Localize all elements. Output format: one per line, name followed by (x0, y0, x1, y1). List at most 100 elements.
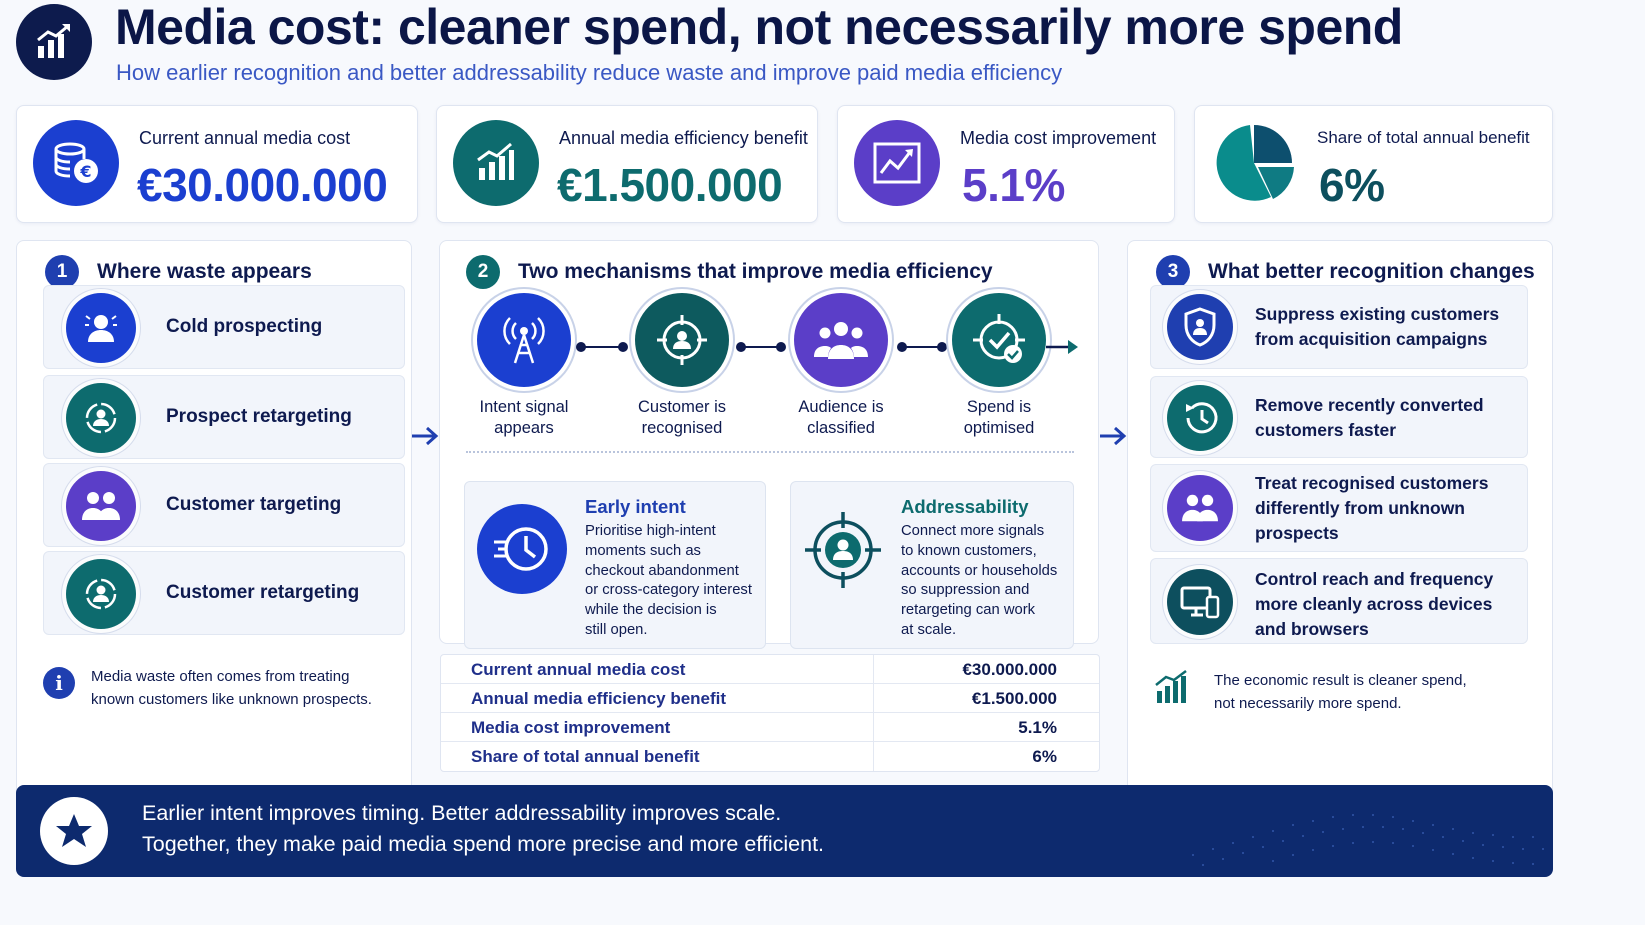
kpi-value: 6% (1319, 159, 1385, 211)
summary-table: Current annual media cost €30.000.000 Ann… (440, 654, 1100, 772)
mechanism-body: Connect more signals to known customers,… (901, 522, 1057, 641)
kpi-card: € Current annual media cost €30.000.000 (16, 105, 418, 223)
body-line: so suppression and (901, 582, 1030, 599)
list-item-label: Remove recently converted customers faste… (1255, 393, 1525, 443)
group-icon (794, 293, 888, 387)
svg-text:€: € (79, 162, 91, 181)
list-item-label: Control reach and frequency more cleanly … (1255, 567, 1525, 642)
panel-title-text: What better recognition changes (1208, 260, 1535, 283)
panel-title: 1 Where waste appears (45, 255, 312, 289)
footer-line: Earlier intent improves timing. Better a… (142, 801, 782, 825)
panel-where-waste: 1 Where waste appears Cold prospecting Pr… (16, 240, 412, 810)
mechanism-card-addressability: Addressability Connect more signals to k… (790, 481, 1074, 649)
list-item: Cold prospecting (43, 285, 405, 369)
flow-step: Intent signal appears (444, 293, 604, 439)
panel-recognition-changes: 3 What better recognition changes Suppres… (1127, 240, 1553, 810)
table-row: Media cost improvement 5.1% (441, 713, 1099, 742)
label-line: customers faster (1255, 420, 1397, 440)
label-line: Remove recently converted (1255, 395, 1484, 415)
devices-icon (1167, 569, 1233, 635)
footer-banner: Earlier intent improves timing. Better a… (16, 785, 1553, 877)
flow-step-label: Spend is optimised (919, 397, 1079, 439)
mechanism-title: Early intent (585, 496, 686, 517)
coins-euro-icon: € (33, 120, 119, 206)
body-line: at scale. (901, 621, 957, 638)
target-person-icon (801, 508, 885, 597)
list-item-label: Cold prospecting (166, 316, 323, 337)
body-line: while the decision is (585, 602, 717, 619)
person-alert-icon (66, 293, 136, 363)
flow-label-line: optimised (963, 419, 1035, 437)
list-item: Treat recognised customers differently fr… (1150, 464, 1528, 552)
note-line: known customers like unknown prospects. (91, 691, 372, 708)
list-item-label: Treat recognised customers differently fr… (1255, 471, 1525, 546)
list-item: Customer targeting (43, 463, 405, 547)
person-cycle-icon (66, 559, 136, 629)
list-item: Control reach and frequency more cleanly … (1150, 558, 1528, 644)
fast-clock-icon (477, 504, 567, 594)
body-line: Prioritise high-intent (585, 523, 716, 539)
bar-chart-icon (453, 120, 539, 206)
group-icon (1167, 475, 1233, 541)
list-item: Suppress existing customers from acquisit… (1150, 285, 1528, 369)
arrow-right-icon (1046, 335, 1080, 364)
panel-title: 3 What better recognition changes (1156, 255, 1535, 289)
panel-note: Media waste often comes from treating kn… (91, 665, 372, 711)
person-cycle-icon (66, 383, 136, 453)
kpi-value: €30.000.000 (137, 159, 388, 211)
kpi-card: Annual media efficiency benefit €1.500.0… (436, 105, 818, 223)
body-line: moments such as (585, 542, 701, 559)
table-value: €30.000.000 (962, 660, 1057, 679)
panel-mechanisms: 2 Two mechanisms that improve media effic… (439, 240, 1099, 649)
flow-label-line: Intent signal (479, 398, 569, 416)
table-key: Media cost improvement (471, 718, 671, 737)
panel-title-text: Two mechanisms that improve media effici… (518, 260, 993, 283)
mechanism-body: Prioritise high-intent moments such as c… (585, 522, 752, 641)
arrow-right-icon (410, 424, 440, 453)
label-line: and browsers (1255, 619, 1369, 639)
column-divider (873, 742, 874, 771)
list-item-label: Suppress existing customers from acquisit… (1255, 302, 1525, 352)
info-icon: i (43, 667, 75, 699)
table-value: 5.1% (1018, 718, 1057, 737)
flow-step: Customer is recognised (602, 293, 762, 439)
flow-step-label: Intent signal appears (444, 397, 604, 439)
flow-label-line: Audience is (798, 398, 884, 416)
kpi-label: Current annual media cost (139, 128, 351, 148)
clock-arrow-icon (1167, 385, 1233, 451)
target-person-icon (635, 293, 729, 387)
body-line: still open. (585, 621, 648, 638)
flow-step: Spend is optimised (919, 293, 1079, 439)
signal-tower-icon (477, 293, 571, 387)
kpi-card: Share of total annual benefit 6% (1194, 105, 1553, 223)
panel-title: 2 Two mechanisms that improve media effic… (466, 255, 993, 289)
step-number: 1 (45, 255, 79, 289)
flow-label-line: recognised (641, 419, 723, 437)
label-line: Suppress existing customers (1255, 304, 1500, 324)
list-item-label: Customer targeting (166, 494, 342, 515)
list-item: Remove recently converted customers faste… (1150, 376, 1528, 458)
table-key: Share of total annual benefit (471, 747, 700, 766)
panel-note: The economic result is cleaner spend, no… (1214, 669, 1467, 715)
column-divider (873, 655, 874, 683)
flow-connector (736, 342, 786, 352)
note-line: Media waste often comes from treating (91, 668, 350, 685)
body-line: or cross-category interest (585, 582, 752, 599)
footer-line: Together, they make paid media spend mor… (142, 832, 825, 856)
column-divider (873, 684, 874, 712)
page-subtitle: How earlier recognition and better addre… (116, 60, 1063, 85)
page-title: Media cost: cleaner spend, not necessari… (115, 0, 1403, 55)
star-icon (40, 797, 108, 865)
flow-label-line: Customer is (637, 398, 727, 416)
target-check-icon (952, 293, 1046, 387)
table-value: 6% (1032, 747, 1057, 766)
body-line: accounts or households (901, 562, 1058, 579)
flow-step-label: Customer is recognised (602, 397, 762, 439)
label-line: from acquisition campaigns (1255, 329, 1488, 349)
panel-title-text: Where waste appears (97, 260, 312, 283)
arrow-right-icon (1098, 424, 1128, 453)
kpi-label: Annual media efficiency benefit (559, 128, 808, 148)
body-line: checkout abandonment (585, 562, 739, 579)
mechanism-title: Addressability (901, 496, 1029, 517)
mechanism-card-early-intent: Early intent Prioritise high-intent mome… (464, 481, 766, 649)
